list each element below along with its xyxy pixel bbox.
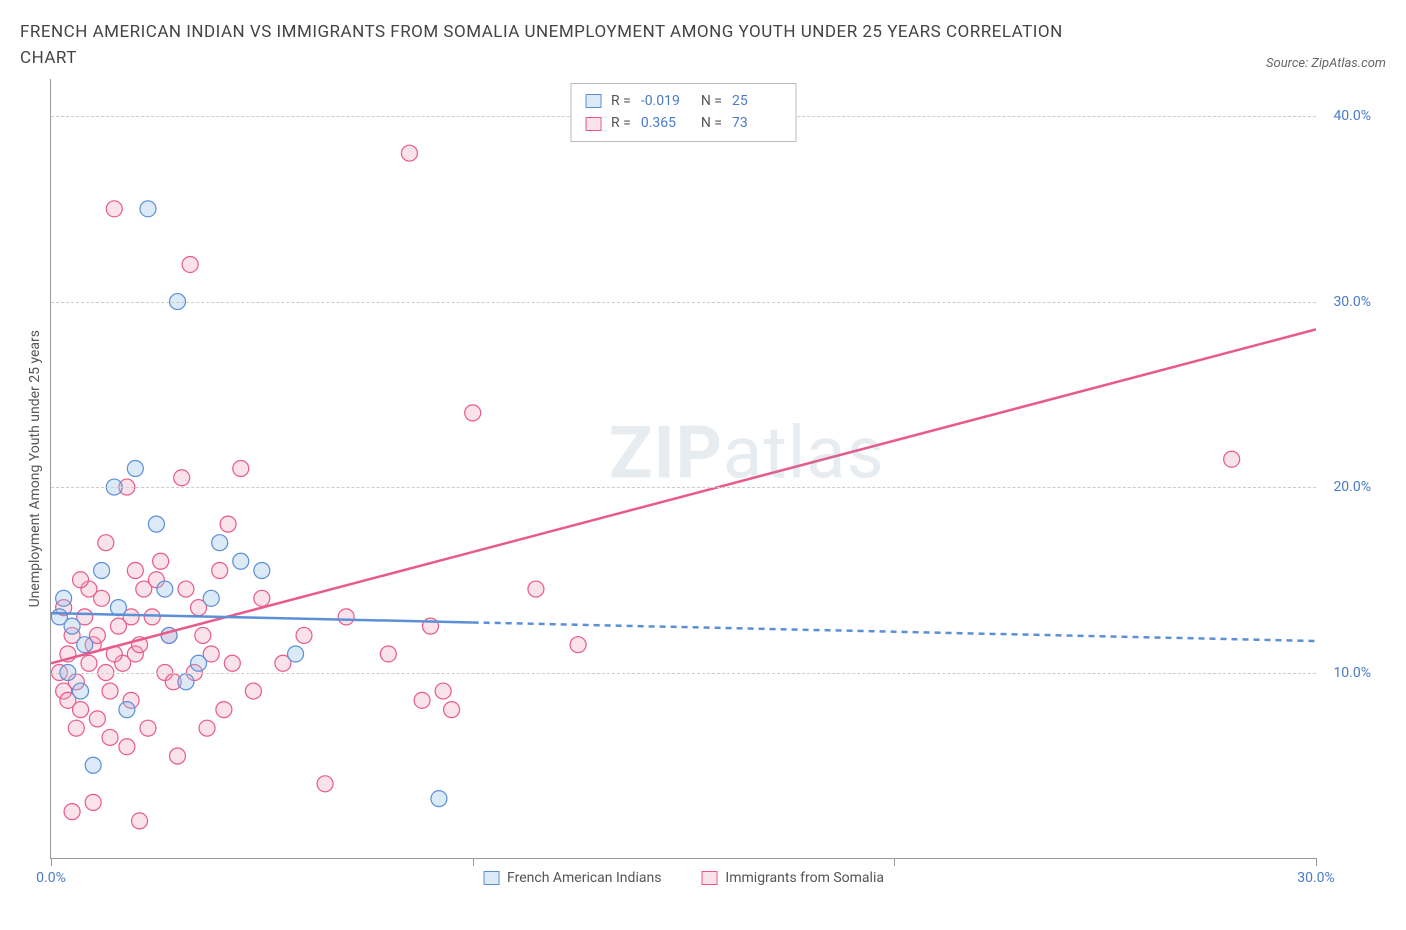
gridline — [51, 302, 1316, 303]
legend-row-b: R = 0.365 N = 73 — [585, 112, 782, 134]
legend-item-b: Immigrants from Somalia — [701, 870, 884, 886]
legend-item-a: French American Indians — [483, 870, 661, 886]
chart-svg — [51, 79, 1316, 858]
y-axis-label-column: Unemployment Among Youth under 25 years — [20, 79, 50, 859]
x-tick — [894, 858, 895, 866]
y-tick-label: 30.0% — [1333, 294, 1371, 310]
y-tick-label: 40.0% — [1333, 108, 1371, 124]
series-legend: French American Indians Immigrants from … — [483, 870, 884, 886]
series-b-name: Immigrants from Somalia — [725, 870, 884, 886]
header-row: FRENCH AMERICAN INDIAN VS IMMIGRANTS FRO… — [20, 20, 1386, 71]
x-tick — [51, 858, 52, 866]
plot-outer: Unemployment Among Youth under 25 years … — [20, 79, 1386, 859]
right-margin — [1316, 79, 1386, 859]
series-b-swatch-icon — [701, 871, 717, 885]
source-attribution: Source: ZipAtlas.com — [1266, 56, 1386, 71]
r-value-b: 0.365 — [641, 112, 691, 134]
gridline — [51, 487, 1316, 488]
correlation-legend: R = -0.019 N = 25 R = 0.365 N = 73 — [570, 83, 797, 142]
chart-title: FRENCH AMERICAN INDIAN VS IMMIGRANTS FRO… — [20, 20, 1120, 71]
plot-area: R = -0.019 N = 25 R = 0.365 N = 73 ZIPat… — [50, 79, 1316, 859]
series-b-swatch-icon — [585, 117, 601, 131]
series-a-swatch-icon — [585, 94, 601, 108]
x-tick — [1316, 858, 1317, 866]
n-value-a: 25 — [732, 90, 782, 112]
series-a-swatch-icon — [483, 871, 499, 885]
r-value-a: -0.019 — [641, 90, 691, 112]
n-value-b: 73 — [732, 112, 782, 134]
x-tick — [473, 858, 474, 866]
y-axis-label: Unemployment Among Youth under 25 years — [27, 330, 43, 607]
series-a-name: French American Indians — [507, 870, 661, 886]
r-label-a: R = — [611, 90, 631, 112]
n-label-a: N = — [701, 90, 722, 112]
x-tick-label: 0.0% — [36, 870, 66, 886]
legend-row-a: R = -0.019 N = 25 — [585, 90, 782, 112]
x-tick-label: 30.0% — [1297, 870, 1335, 886]
y-tick-label: 10.0% — [1333, 665, 1371, 681]
r-label-b: R = — [611, 112, 631, 134]
y-tick-label: 20.0% — [1333, 479, 1371, 495]
chart-container: FRENCH AMERICAN INDIAN VS IMMIGRANTS FRO… — [20, 20, 1386, 859]
gridline — [51, 673, 1316, 674]
n-label-b: N = — [701, 112, 722, 134]
